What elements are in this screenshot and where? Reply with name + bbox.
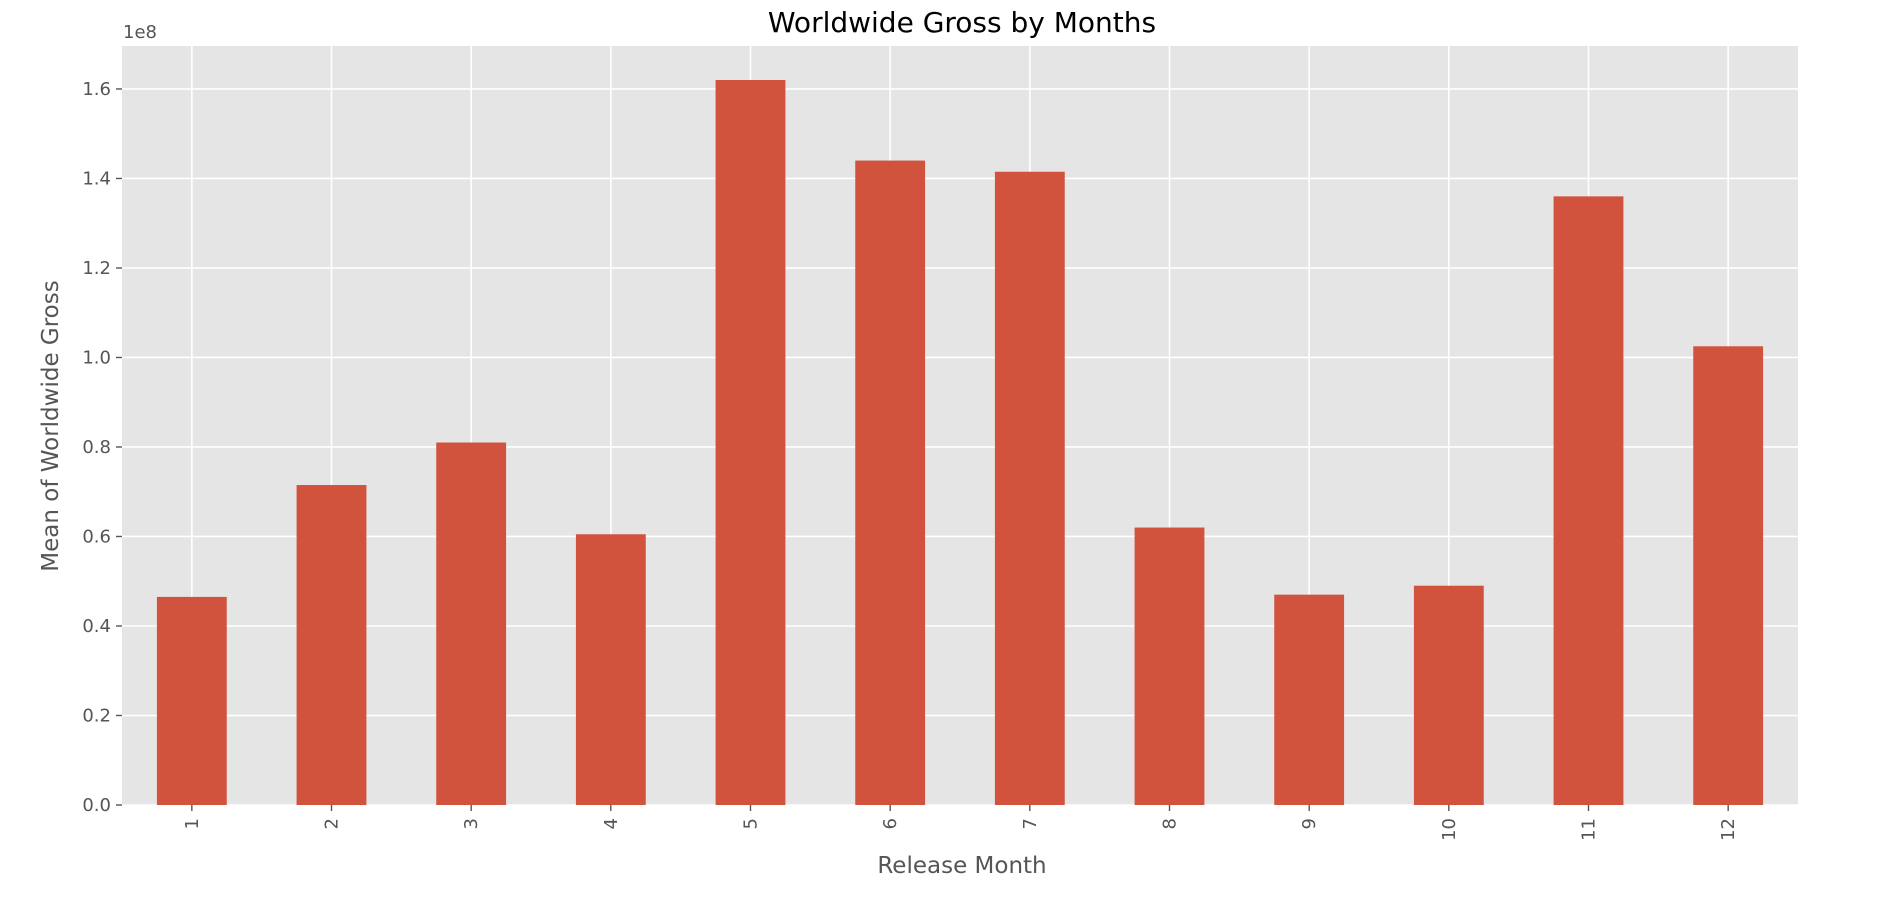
y-axis-label: Mean of Worldwide Gross	[38, 280, 64, 571]
y-tick-label: 1.2	[82, 258, 111, 279]
bar	[1693, 346, 1764, 805]
x-tick-label: 7	[1020, 818, 1041, 829]
bar	[156, 596, 227, 805]
x-tick-label: 9	[1299, 818, 1320, 829]
bars	[156, 80, 1764, 806]
bar	[436, 442, 507, 805]
y-tick-label: 0.4	[82, 616, 111, 637]
x-tick-label: 2	[322, 818, 343, 829]
x-tick-label: 8	[1160, 818, 1181, 829]
y-tick-label: 1.0	[82, 347, 111, 368]
bar	[1413, 585, 1484, 805]
bar	[575, 534, 646, 805]
x-axis-label: Release Month	[877, 853, 1046, 879]
bar	[1274, 594, 1345, 805]
x-tick-label: 4	[601, 818, 622, 829]
x-tick-label: 10	[1439, 818, 1460, 841]
y-axis-ticks: 0.0 0.2 0.4 0.6 0.8 1.0 1.2 1.4 1.6	[82, 79, 122, 816]
x-tick-label: 12	[1718, 818, 1739, 841]
x-tick-label: 6	[880, 818, 901, 829]
x-axis-ticks: 1 2 3 4 5 6 7 8 9 10 11 12	[182, 805, 1739, 841]
bar	[715, 80, 786, 806]
y-tick-label: 1.6	[82, 79, 111, 100]
plot-area	[122, 46, 1798, 805]
x-tick-label: 11	[1579, 818, 1600, 841]
y-tick-label: 1.4	[82, 168, 111, 189]
bar	[994, 171, 1065, 805]
bar	[855, 160, 926, 805]
chart-title: Worldwide Gross by Months	[768, 6, 1156, 39]
y-axis-offset-label: 1e8	[123, 22, 157, 43]
y-tick-label: 0.6	[82, 526, 111, 547]
x-tick-label: 1	[182, 818, 203, 829]
bar	[1553, 196, 1624, 805]
x-tick-label: 5	[741, 818, 762, 829]
y-tick-label: 0.2	[82, 705, 111, 726]
bar	[296, 485, 367, 805]
bar	[1134, 527, 1205, 805]
y-tick-label: 0.8	[82, 437, 111, 458]
x-tick-label: 3	[461, 818, 482, 829]
y-tick-label: 0.0	[82, 795, 111, 816]
